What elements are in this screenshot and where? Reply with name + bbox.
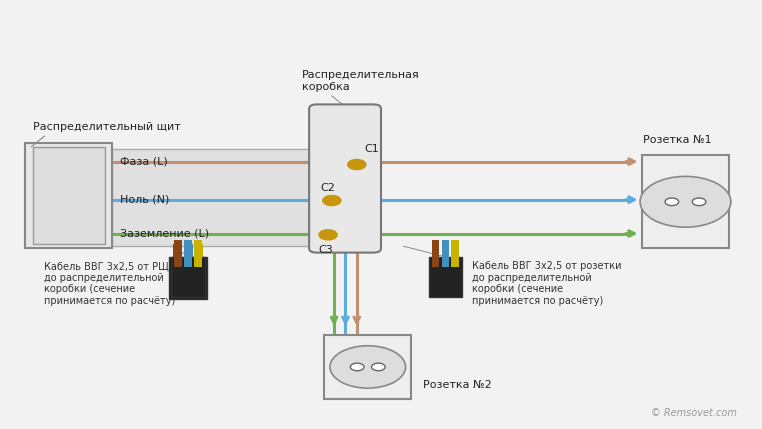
Circle shape <box>323 196 341 205</box>
Text: Фаза (L): Фаза (L) <box>120 157 168 166</box>
Bar <box>325 335 411 399</box>
Text: C3: C3 <box>319 245 333 255</box>
Circle shape <box>319 230 337 240</box>
Bar <box>171 257 205 297</box>
Text: © Remsovet.com: © Remsovet.com <box>651 408 737 418</box>
Bar <box>184 244 193 261</box>
Text: C2: C2 <box>321 183 335 193</box>
Bar <box>642 155 729 248</box>
Circle shape <box>692 198 706 205</box>
Bar <box>432 240 439 267</box>
Circle shape <box>665 198 679 205</box>
FancyBboxPatch shape <box>309 104 381 253</box>
Text: C1: C1 <box>364 144 379 154</box>
Bar <box>451 240 459 267</box>
Bar <box>25 142 113 248</box>
Circle shape <box>347 160 366 169</box>
Bar <box>184 240 192 267</box>
Text: Кабель ВВГ 3х2,5 от розетки
до распределительной
коробки (сечение
принимается по: Кабель ВВГ 3х2,5 от розетки до распредел… <box>472 261 621 306</box>
Bar <box>184 244 193 261</box>
Text: Ноль (N): Ноль (N) <box>120 195 169 205</box>
Circle shape <box>330 346 405 388</box>
Bar <box>429 257 462 297</box>
Bar <box>194 244 203 261</box>
Bar <box>173 244 182 261</box>
Text: Розетка №1: Розетка №1 <box>643 135 712 145</box>
Circle shape <box>372 363 385 371</box>
Text: Кабель ВВГ 3х2,5 от РЩ
до распределительной
коробки (сечение
принимается по расч: Кабель ВВГ 3х2,5 от РЩ до распределитель… <box>44 261 175 306</box>
Bar <box>173 244 182 261</box>
Circle shape <box>351 363 364 371</box>
Bar <box>441 240 449 267</box>
Bar <box>174 240 182 267</box>
Text: Розетка №2: Розетка №2 <box>423 380 491 390</box>
Text: Заземление (L): Заземление (L) <box>120 229 209 239</box>
Circle shape <box>640 176 731 227</box>
Bar <box>113 149 317 246</box>
Bar <box>169 257 207 299</box>
Text: Распределительный щит: Распределительный щит <box>33 122 181 132</box>
Bar <box>33 147 105 244</box>
Text: Распределительная
коробка: Распределительная коробка <box>302 70 419 92</box>
Bar <box>194 244 203 261</box>
Bar <box>194 240 202 267</box>
